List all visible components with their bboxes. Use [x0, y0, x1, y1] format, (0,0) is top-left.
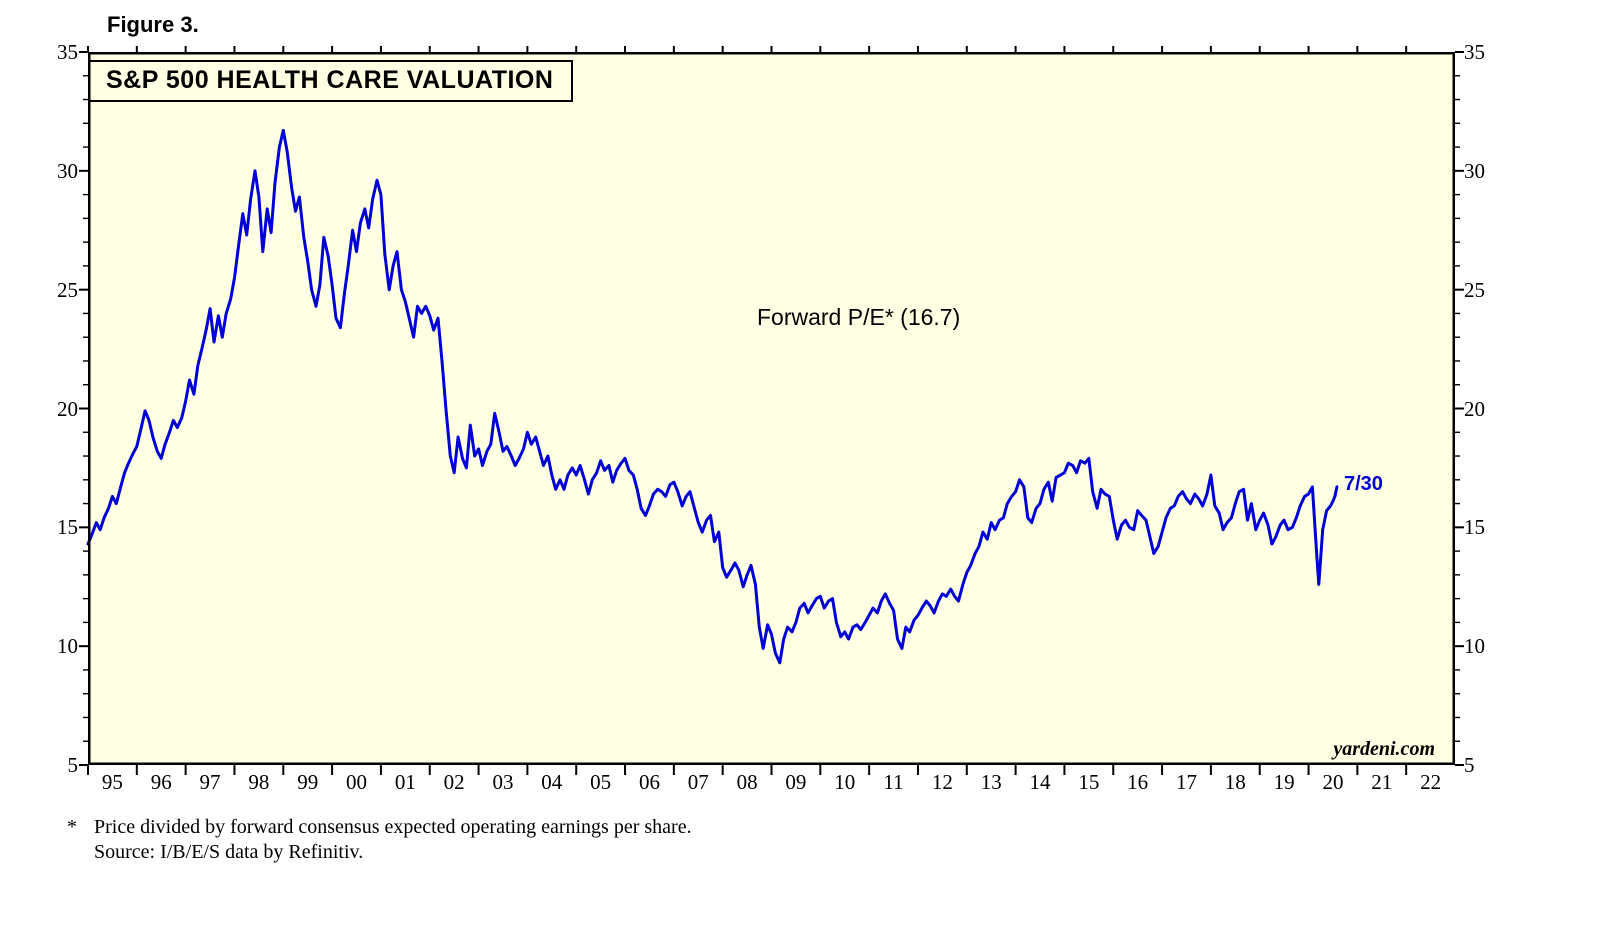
plot-area: S&P 500 HEALTH CARE VALUATION Forward P/…	[79, 46, 1464, 775]
x-tick-label: 10	[834, 770, 856, 794]
y-tick-label-right: 15	[1464, 515, 1485, 540]
forward-pe-line	[86, 128, 1339, 665]
x-tick-label: 01	[394, 770, 416, 794]
x-tick-label: 12	[931, 770, 953, 794]
x-tick-label: 17	[1175, 770, 1197, 794]
plot-border	[88, 52, 1455, 765]
y-tick-label-left: 5	[67, 753, 79, 777]
x-tick-label: 98	[248, 770, 270, 794]
x-tick-label: 14	[1029, 770, 1051, 794]
series-annotation: Forward P/E* (16.7)	[757, 304, 961, 330]
y-tick-label-right: 20	[1464, 396, 1485, 421]
x-tick-label: 97	[199, 770, 221, 794]
x-tick-label: 03	[492, 770, 514, 794]
x-tick-label: 02	[443, 770, 465, 794]
watermark-yardeni: yardeni.com	[1333, 738, 1435, 760]
x-tick-label: 96	[150, 770, 172, 794]
x-tick-label: 04	[541, 770, 563, 794]
x-tick-label: 13	[980, 770, 1002, 794]
x-tick-label: 95	[101, 770, 123, 794]
y-tick-label-right: 10	[1464, 634, 1485, 659]
footnote-line1: Price divided by forward consensus expec…	[94, 816, 692, 838]
x-tick-label: 08	[736, 770, 758, 794]
x-tick-label: 15	[1078, 770, 1100, 794]
x-tick-label: 07	[687, 770, 709, 794]
x-tick-label: 11	[883, 770, 904, 794]
x-tick-label: 00	[346, 770, 368, 794]
x-tick-label: 22	[1420, 770, 1442, 794]
y-tick-label-left: 20	[57, 396, 78, 421]
footnote-marker: *	[67, 816, 77, 838]
y-tick-label-left: 35	[57, 40, 78, 64]
y-tick-label-right: 25	[1464, 277, 1485, 302]
x-tick-label: 09	[785, 770, 807, 794]
x-tick-label: 06	[638, 770, 660, 794]
y-tick-label-right: 35	[1464, 40, 1485, 64]
x-tick-label: 05	[590, 770, 612, 794]
x-tick-label: 18	[1224, 770, 1246, 794]
x-tick-label: 99	[297, 770, 319, 794]
x-tick-label: 16	[1127, 770, 1149, 794]
x-tick-label: 21	[1371, 770, 1393, 794]
axis-ticks	[79, 46, 1464, 775]
y-tick-label-left: 25	[57, 277, 78, 302]
y-tick-label-left: 10	[57, 634, 78, 659]
chart-title: S&P 500 HEALTH CARE VALUATION	[88, 60, 574, 102]
y-tick-label-right: 5	[1464, 753, 1475, 777]
x-tick-label: 19	[1273, 770, 1295, 794]
footnote-line2: Source: I/B/E/S data by Refinitiv.	[94, 841, 364, 863]
y-tick-label-left: 30	[57, 158, 78, 183]
y-tick-label-left: 15	[57, 515, 78, 540]
last-value-label: 7/30	[1344, 473, 1383, 495]
y-tick-label-right: 30	[1464, 158, 1485, 183]
x-tick-label: 20	[1322, 770, 1344, 794]
figure-label: Figure 3.	[107, 12, 199, 37]
plot-canvas	[79, 46, 1464, 775]
